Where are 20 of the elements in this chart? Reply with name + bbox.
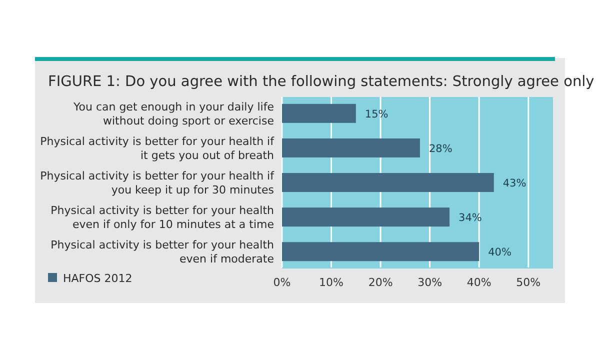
x-tick-label: 30%	[418, 276, 442, 289]
data-label: 40%	[488, 246, 512, 259]
legend-label: HAFOS 2012	[63, 272, 132, 285]
bar	[282, 138, 420, 158]
bar	[282, 208, 450, 227]
chart-title: FIGURE 1: Do you agree with the following statements: Strongly agree only	[48, 74, 595, 90]
data-label: 43%	[502, 178, 526, 190]
x-tick-label: 20%	[368, 276, 393, 289]
x-tick-label: 40%	[466, 276, 492, 289]
y-tick-label: Physical activity is better for your health even if moderate	[50, 238, 274, 266]
x-tick-label: 10%	[319, 276, 344, 289]
y-tick-label: You can get enough in your daily life without doing sport or exercise	[72, 100, 274, 128]
x-tick-label: 50%	[516, 276, 541, 289]
y-tick-label: Physical activity is better for your health even if only for 10 minutes at a time	[50, 204, 274, 232]
bar	[282, 173, 494, 192]
y-tick-label: Physical activity is better for your health if you keep it up for 30 minutes	[40, 170, 276, 196]
x-tick-label: 0%	[273, 276, 291, 289]
y-tick-label: Physical activity is better for your health if it gets you out of breath	[40, 134, 276, 162]
bar	[282, 104, 356, 123]
bar	[282, 242, 480, 262]
